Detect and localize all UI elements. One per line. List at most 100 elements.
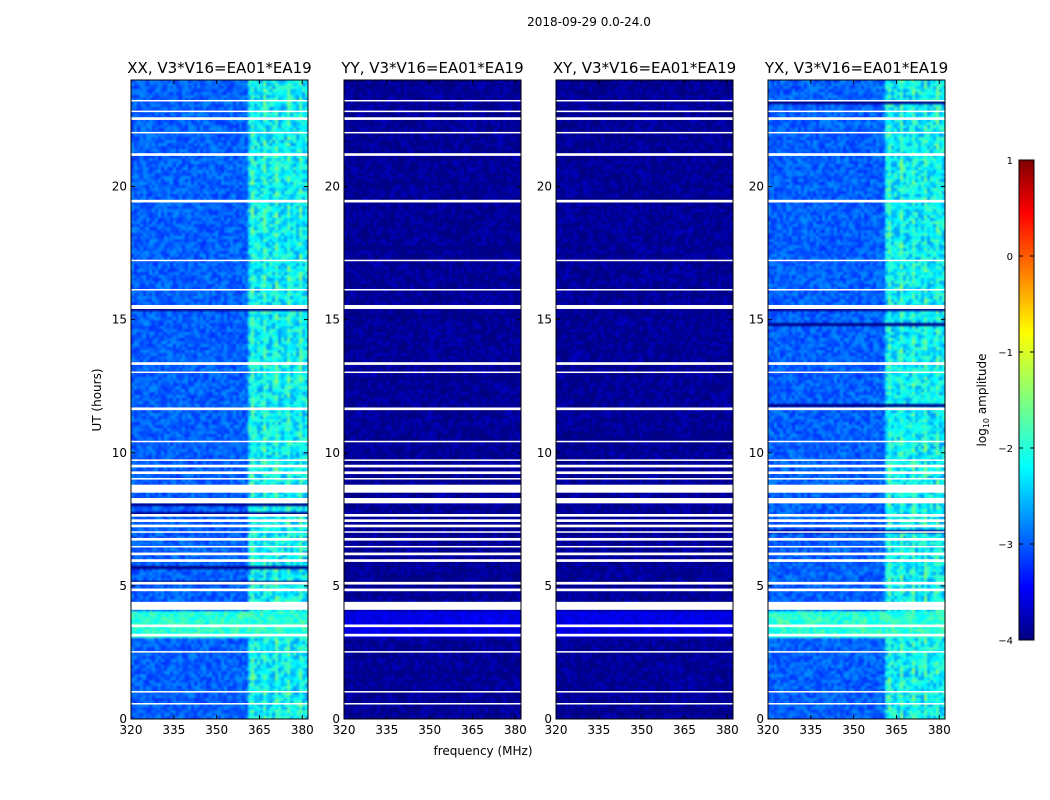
flagged-row — [556, 651, 733, 653]
flagged-row — [131, 153, 308, 156]
flagged-row — [556, 633, 733, 637]
panel-title-xy: XY, V3*V16=EA01*EA19 — [553, 59, 736, 77]
flagged-row — [131, 651, 308, 653]
flagged-row — [556, 117, 733, 120]
x-tick-label: 365 — [673, 723, 696, 737]
flagged-row — [556, 371, 733, 374]
panel-image-xx — [131, 80, 308, 719]
flagged-row — [344, 633, 521, 637]
x-axis-label: frequency (MHz) — [433, 744, 532, 758]
flagged-row — [131, 304, 308, 309]
x-tick-label: 380 — [716, 723, 739, 737]
y-tick-label: 20 — [749, 180, 764, 194]
flagged-row — [556, 581, 733, 585]
flagged-row — [556, 588, 733, 592]
flagged-row — [131, 459, 308, 461]
flagged-row — [131, 588, 308, 592]
flagged-row — [768, 131, 945, 134]
flagged-row — [344, 117, 521, 120]
flagged-row — [131, 552, 308, 556]
flagged-row — [344, 478, 521, 480]
flagged-row — [131, 99, 308, 102]
flagged-row — [344, 464, 521, 468]
y-axis-label: UT (hours) — [90, 368, 104, 431]
flagged-row — [344, 651, 521, 653]
y-tick-label: 15 — [325, 313, 340, 327]
flagged-row — [344, 110, 521, 113]
flagged-row — [344, 601, 521, 610]
flagged-row — [556, 199, 733, 203]
panels: XX, V3*V16=EA01*EA19 320 335 350 365 380 0 5 10 1… — [112, 59, 951, 737]
flagged-row — [556, 524, 733, 528]
x-tick-label: 320 — [757, 723, 780, 737]
flagged-row — [131, 471, 308, 475]
panel-frame — [767, 79, 946, 720]
flagged-row — [344, 624, 521, 628]
panel-image-xy — [556, 80, 733, 719]
flagged-row — [768, 371, 945, 374]
flagged-row — [556, 703, 733, 705]
flagged-row — [131, 633, 308, 637]
flagged-row — [131, 484, 308, 493]
flagged-row — [131, 531, 308, 533]
colorbar-tick-label: −3 — [998, 540, 1013, 551]
flagged-row — [344, 407, 521, 411]
colorbar-label-sub: 10 — [982, 418, 991, 428]
flagged-row — [556, 559, 733, 562]
flagged-row — [556, 131, 733, 134]
flagged-row — [131, 371, 308, 374]
flagged-row — [768, 545, 945, 548]
flagged-row — [768, 581, 945, 585]
flagged-row — [768, 498, 945, 504]
panel-title-xx: XX, V3*V16=EA01*EA19 — [127, 59, 311, 77]
flagged-row — [344, 471, 521, 475]
flagged-row — [344, 259, 521, 262]
flagged-row — [131, 110, 308, 113]
y-tick-label: 20 — [325, 180, 340, 194]
flagged-row — [556, 478, 733, 480]
y-tick-label: 5 — [119, 579, 127, 593]
x-tick-label: 320 — [545, 723, 568, 737]
flagged-row — [344, 153, 521, 156]
flagged-row — [768, 691, 945, 693]
flagged-row — [556, 484, 733, 493]
flagged-row — [768, 633, 945, 637]
flagged-row — [131, 537, 308, 541]
flagged-row — [556, 362, 733, 365]
y-tick-label: 0 — [544, 712, 552, 726]
flagged-row — [344, 371, 521, 374]
flagged-row — [344, 513, 521, 517]
panel-title-yy: YY, V3*V16=EA01*EA19 — [340, 59, 523, 77]
colorbar: 10−1−2−3−4 log10 amplitude — [975, 156, 1035, 647]
flagged-row — [768, 199, 945, 203]
flagged-row — [131, 498, 308, 504]
colorbar-tick-label: −4 — [998, 636, 1013, 647]
flagged-row — [344, 440, 521, 443]
flagged-row — [768, 552, 945, 556]
x-tick-label: 350 — [205, 723, 228, 737]
colorbar-gradient — [1018, 159, 1035, 641]
x-tick-label: 335 — [162, 723, 185, 737]
flagged-row — [556, 464, 733, 468]
x-tick-label: 365 — [248, 723, 271, 737]
flagged-row — [131, 624, 308, 628]
x-tick-label: 320 — [333, 723, 356, 737]
panel-frame — [343, 79, 522, 720]
flagged-row — [768, 588, 945, 592]
flagged-row — [768, 464, 945, 468]
y-tick-label: 20 — [537, 180, 552, 194]
flagged-row — [131, 199, 308, 203]
flagged-row — [556, 407, 733, 411]
flagged-row — [344, 552, 521, 556]
flagged-row — [131, 691, 308, 693]
x-tick-label: 320 — [120, 723, 143, 737]
panel-frame — [555, 79, 734, 720]
flagged-row — [556, 601, 733, 610]
flagged-row — [556, 440, 733, 443]
flagged-row — [768, 289, 945, 291]
panel-image-yx — [768, 80, 945, 719]
flagged-row — [556, 537, 733, 541]
colorbar-label: log10 amplitude — [975, 354, 991, 447]
flagged-row — [556, 304, 733, 309]
